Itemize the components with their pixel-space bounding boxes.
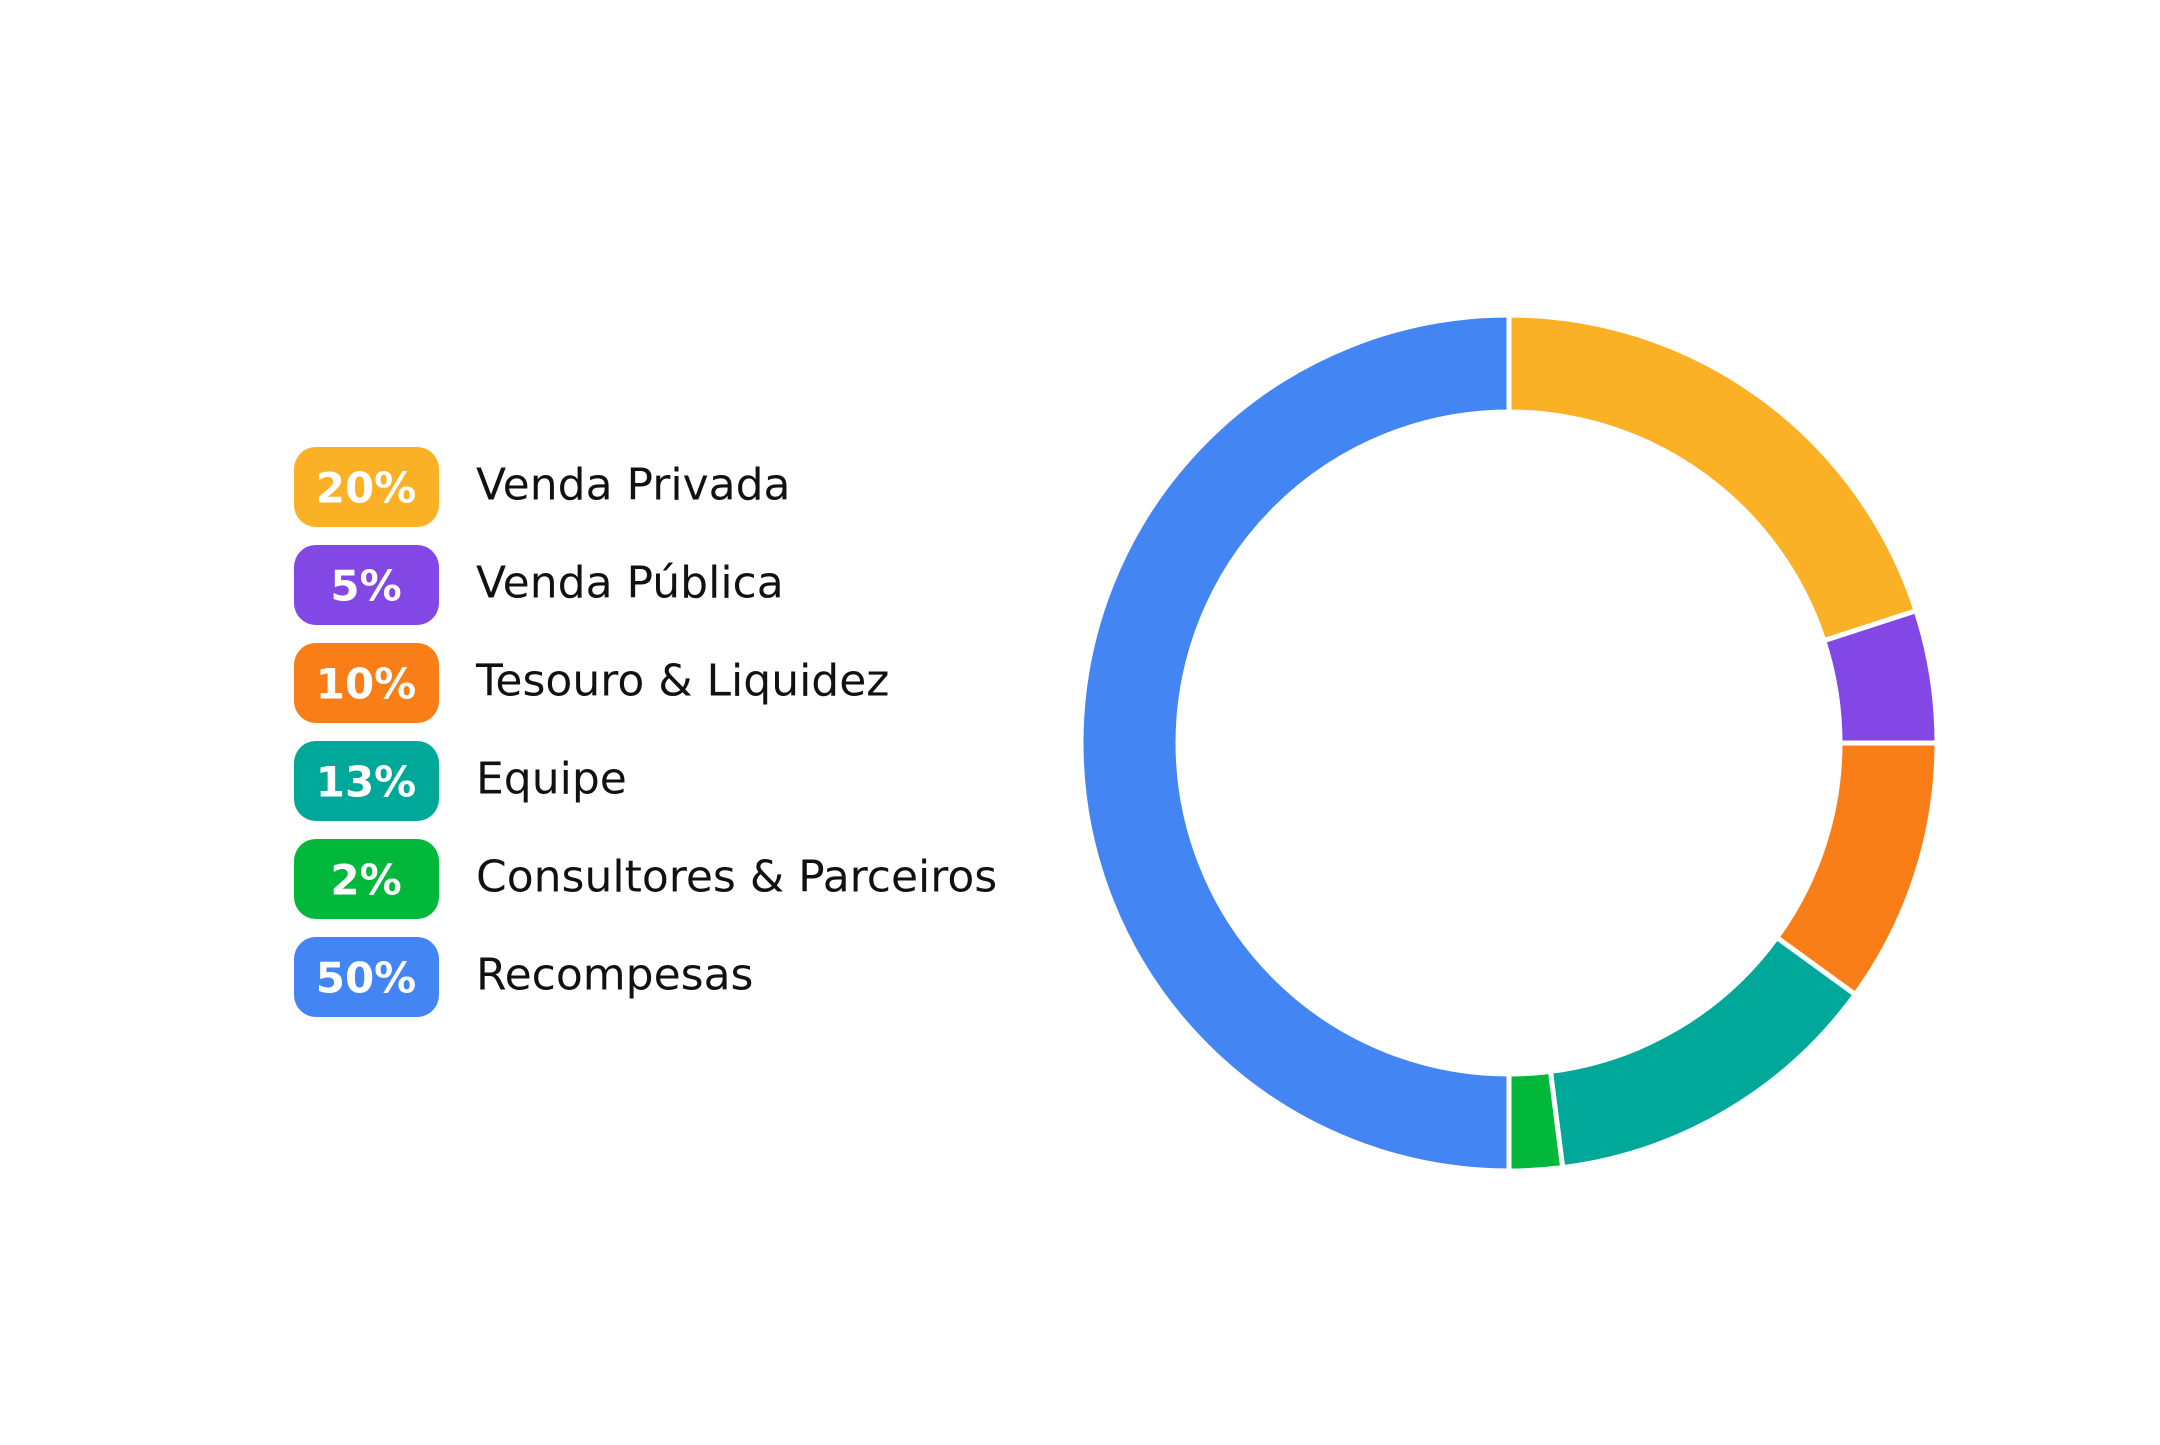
legend-label: Venda Privada (476, 460, 791, 511)
legend-value: 50% (316, 954, 417, 1003)
legend-label: Tesouro & Liquidez (475, 656, 889, 707)
donut-segment (1078, 312, 1512, 1174)
donut-segment (1506, 312, 1920, 644)
legend-badge (294, 643, 439, 723)
legend-value: 10% (316, 660, 417, 709)
legend-badge (294, 937, 439, 1017)
legend-value: 20% (316, 464, 417, 513)
legend-label: Venda Pública (476, 558, 784, 609)
legend-label: Consultores & Parceiros (476, 852, 997, 903)
donut-segment (1547, 934, 1859, 1171)
legend-badge (294, 741, 439, 821)
donut-segment (1506, 1068, 1566, 1174)
legend-value: 13% (316, 758, 417, 807)
legend-value: 5% (330, 562, 401, 611)
legend-badge (294, 839, 439, 919)
legend-label: Equipe (476, 754, 627, 805)
legend-value: 2% (330, 856, 401, 905)
legend-badge (294, 447, 439, 527)
legend-label: Recompesas (476, 950, 753, 1001)
legend-badge (294, 545, 439, 625)
